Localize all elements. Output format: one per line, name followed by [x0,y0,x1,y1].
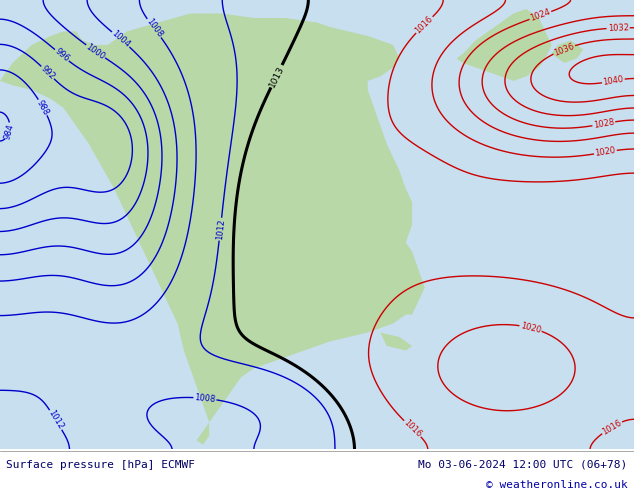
Text: 1036: 1036 [553,41,576,57]
Text: 1016: 1016 [402,418,424,440]
Text: 1012: 1012 [46,409,65,431]
Text: Surface pressure [hPa] ECMWF: Surface pressure [hPa] ECMWF [6,460,195,470]
Text: 1020: 1020 [594,146,616,158]
Text: 996: 996 [53,47,71,64]
Text: © weatheronline.co.uk: © weatheronline.co.uk [486,480,628,490]
Text: 1008: 1008 [144,17,164,39]
Text: Mo 03-06-2024 12:00 UTC (06+78): Mo 03-06-2024 12:00 UTC (06+78) [418,460,628,470]
Text: 1032: 1032 [607,23,629,33]
Polygon shape [552,41,583,63]
Polygon shape [380,333,412,350]
Text: 984: 984 [3,122,16,140]
Text: 1008: 1008 [194,393,216,404]
Text: 1028: 1028 [593,118,615,130]
Text: 1020: 1020 [519,321,542,335]
Text: 988: 988 [35,98,51,117]
Polygon shape [456,9,552,81]
Text: 1004: 1004 [110,29,132,49]
Polygon shape [0,14,425,445]
Text: 1016: 1016 [413,14,435,35]
Text: 992: 992 [39,64,56,81]
Text: 1040: 1040 [602,75,624,87]
Text: 1013: 1013 [268,64,286,89]
Text: 1024: 1024 [529,8,552,23]
Text: 1016: 1016 [600,418,623,437]
Text: 1000: 1000 [84,42,107,61]
Text: 1012: 1012 [215,218,226,240]
